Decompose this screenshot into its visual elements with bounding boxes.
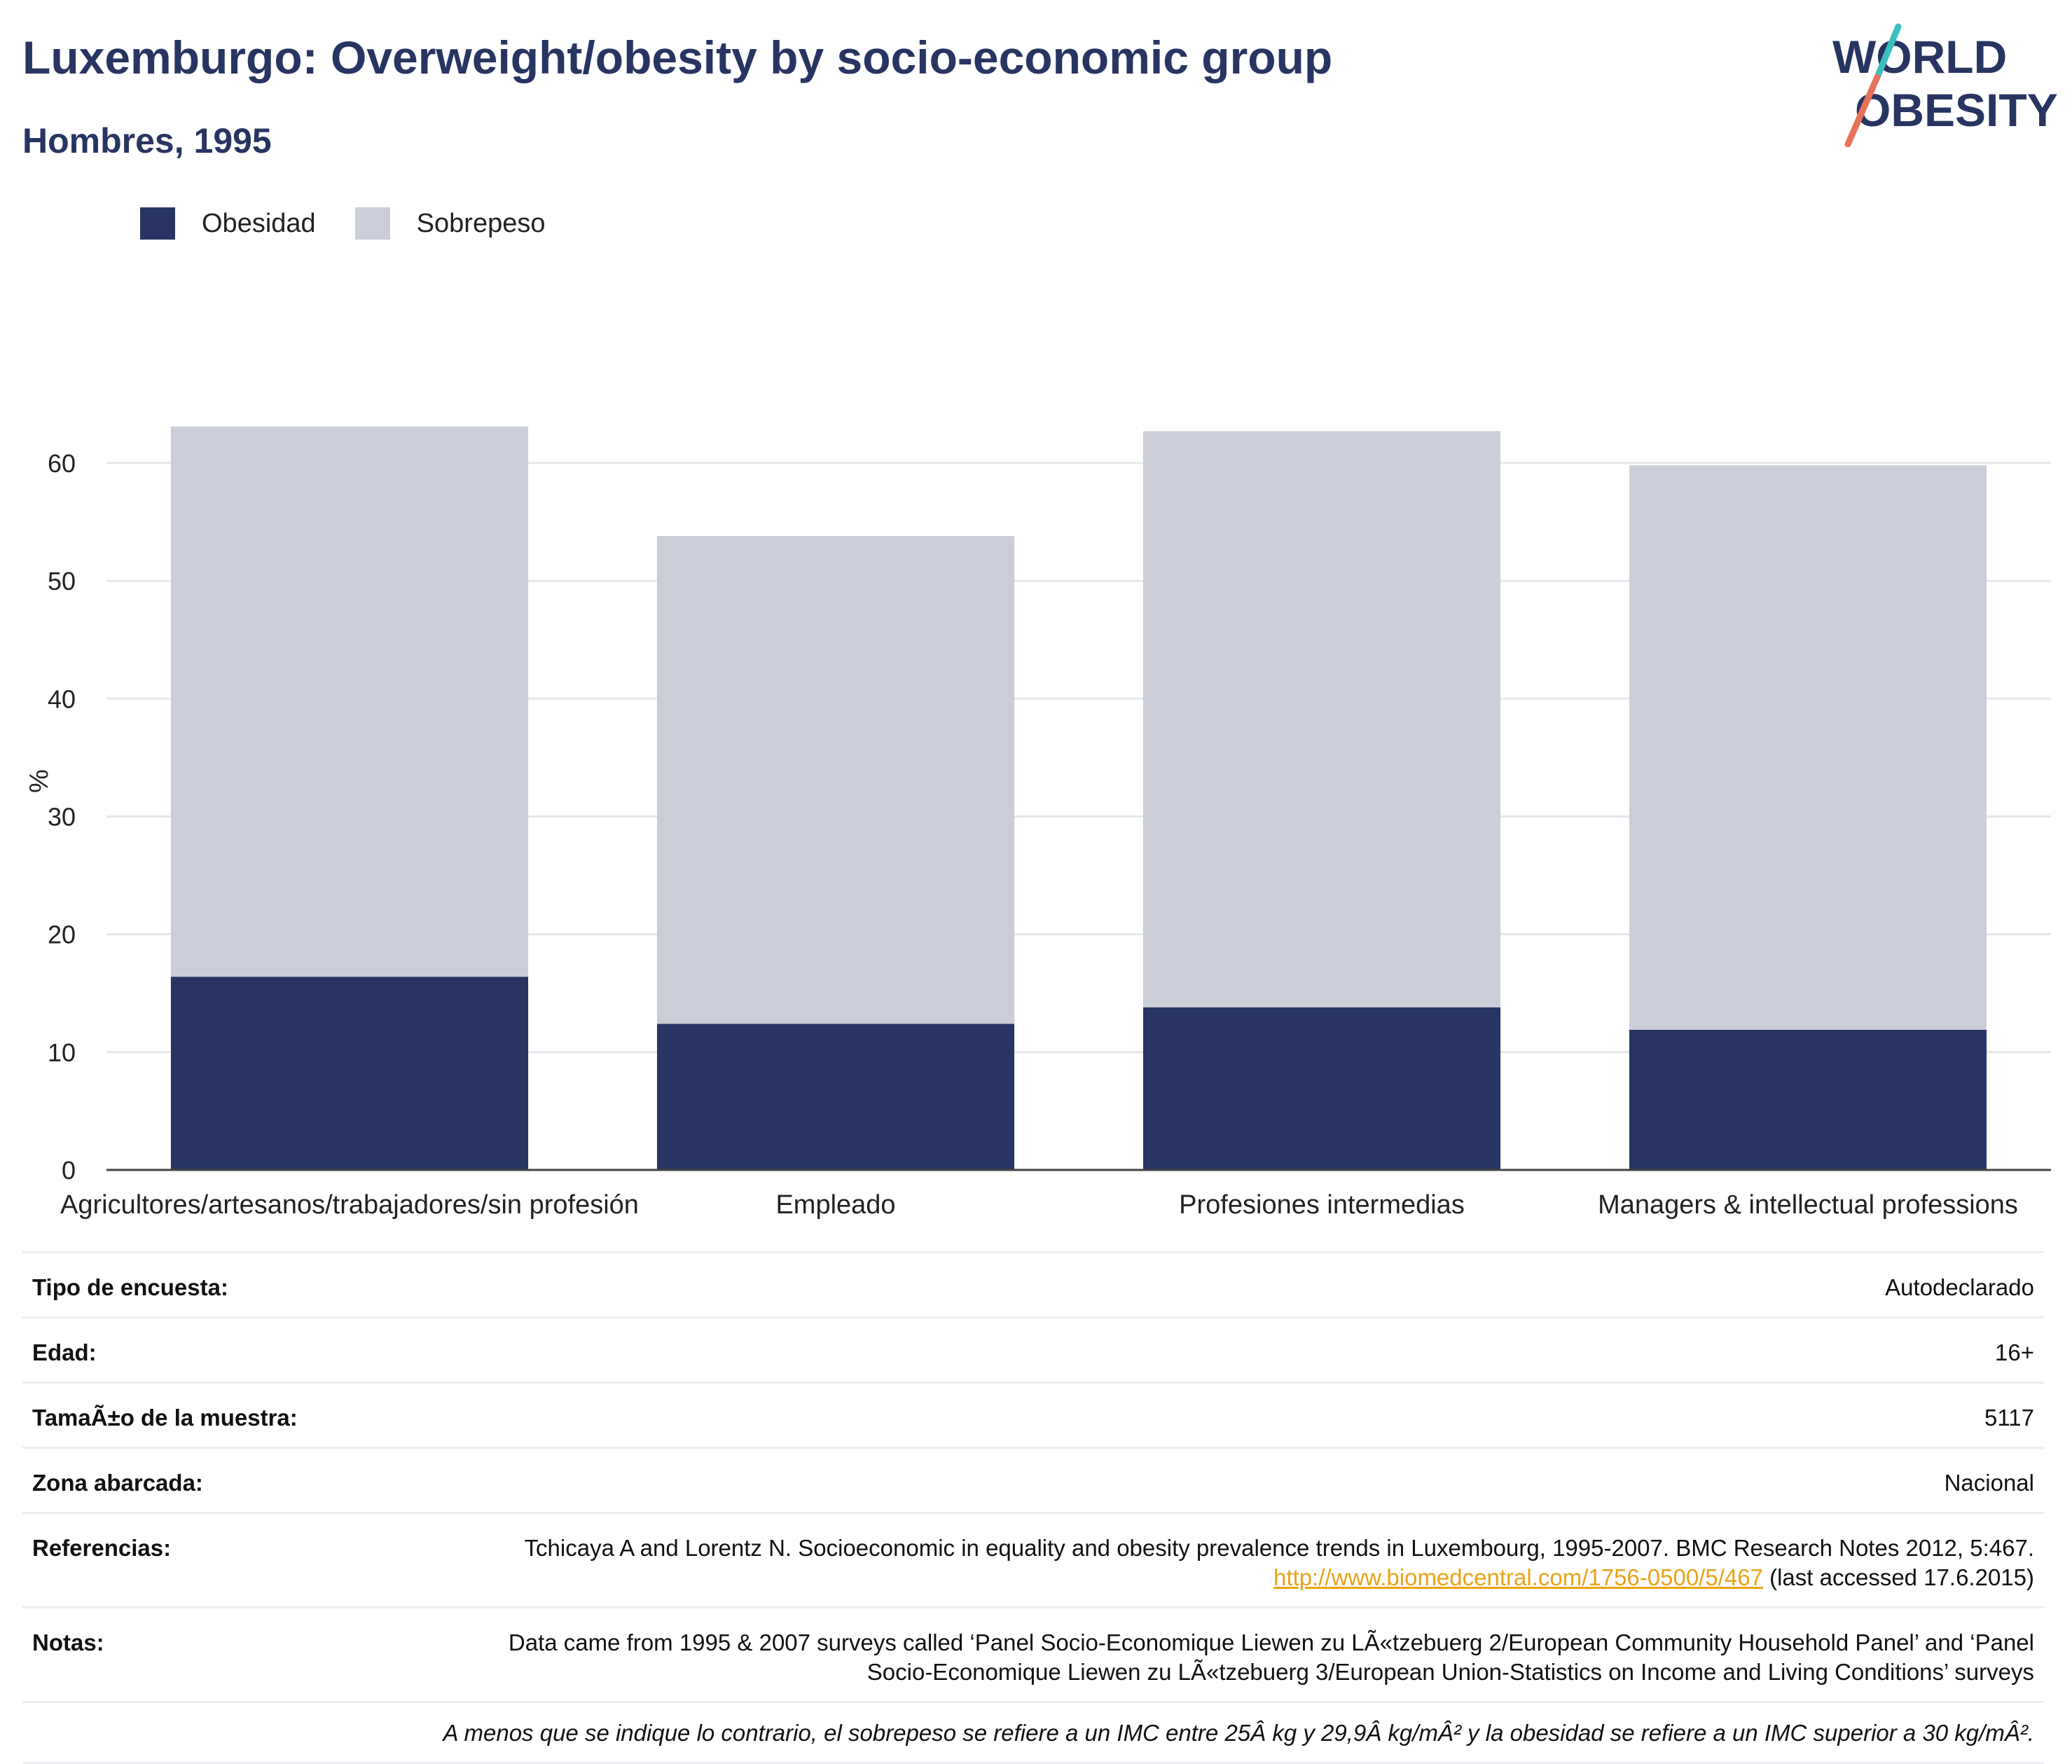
legend-item-sobrepeso[interactable]: Sobrepeso [354,207,546,240]
legend-label: Obesidad [202,208,316,238]
bar-sobrepeso [1629,465,1987,1030]
reference-link[interactable]: http://www.biomedcentral.com/1756-0500/5… [1273,1564,1763,1590]
y-tick-label: 20 [48,921,76,949]
world-obesity-logo: WORLD OBESITY [1832,23,2058,147]
x-tick-label: Agricultores/artesanos/trabajadores/sin … [60,1190,639,1220]
bar-chart: 0 10 20 30 40 50 60% Agricultores/artesanos/tra… [25,426,2051,1220]
bar-obesidad [1629,1029,1987,1170]
x-tick-label: Managers & intellectual professions [1598,1190,2018,1220]
chart-legend: Obesidad Sobrepeso [140,207,584,240]
info-key: Edad: [32,1339,97,1365]
y-tick-label: 30 [48,802,76,831]
legend-item-obesidad[interactable]: Obesidad [140,207,316,240]
y-axis-label: % [25,769,54,793]
y-tick-label: 10 [48,1038,76,1067]
y-tick-label: 50 [48,567,76,595]
bar-sobrepeso [1142,431,1501,1007]
x-tick-label: Empleado [775,1190,895,1220]
bar-obesidad [170,977,529,1170]
chart-title: Luxemburgo: Overweight/obesity by socio-… [22,32,1333,83]
svg-text:OBESITY: OBESITY [1855,84,2058,136]
footnote: A menos que se indique lo contrario, el … [22,1701,2044,1764]
references-text: Tchicaya A and Lorentz N. Socioeconomic … [458,1534,2034,1592]
bar-obesidad [656,1024,1015,1170]
info-row-area: Zona abarcada: Nacional [22,1447,2044,1512]
info-table: Tipo de encuesta: Autodeclarado Edad: 16… [22,1251,2044,1764]
y-tick-label: 0 [62,1156,76,1185]
notes-text: Data came from 1995 & 2007 surveys calle… [508,1629,2034,1685]
svg-text:WORLD: WORLD [1832,31,2007,83]
info-key: Notas: [32,1629,104,1655]
y-tick-label: 40 [48,684,76,713]
info-value: Autodeclarado [1885,1274,2034,1300]
legend-swatch-obesidad [140,207,175,240]
reference-accessed: (last accessed 17.6.2015) [1769,1564,2034,1590]
info-row-survey-type: Tipo de encuesta: Autodeclarado [22,1251,2044,1316]
info-key: Referencias: [32,1535,172,1561]
bar-sobrepeso [170,426,529,977]
info-value: 16+ [1995,1339,2034,1365]
info-row-sample-size: TamaÃ±o de la muestra: 5117 [22,1381,2044,1447]
info-row-age: Edad: 16+ [22,1316,2044,1381]
reference-citation: Tchicaya A and Lorentz N. Socioeconomic … [524,1535,2034,1561]
info-key: Zona abarcada: [32,1470,203,1496]
info-row-references: Referencias: Tchicaya A and Lorentz N. S… [22,1512,2044,1606]
info-value: Nacional [1944,1470,2034,1496]
legend-label: Sobrepeso [416,208,546,238]
bar-obesidad [1142,1007,1501,1170]
info-value: 5117 [1984,1405,2034,1431]
chart-subtitle: Hombres, 1995 [22,121,272,160]
bar-sobrepeso [656,536,1015,1024]
info-row-notes: Notas: Data came from 1995 & 2007 survey… [22,1606,2044,1701]
info-key: Tipo de encuesta: [32,1274,228,1300]
x-tick-label: Profesiones intermedias [1179,1190,1465,1220]
legend-swatch-sobrepeso [354,207,390,240]
y-tick-label: 60 [48,449,76,478]
info-key: TamaÃ±o de la muestra: [32,1405,298,1431]
